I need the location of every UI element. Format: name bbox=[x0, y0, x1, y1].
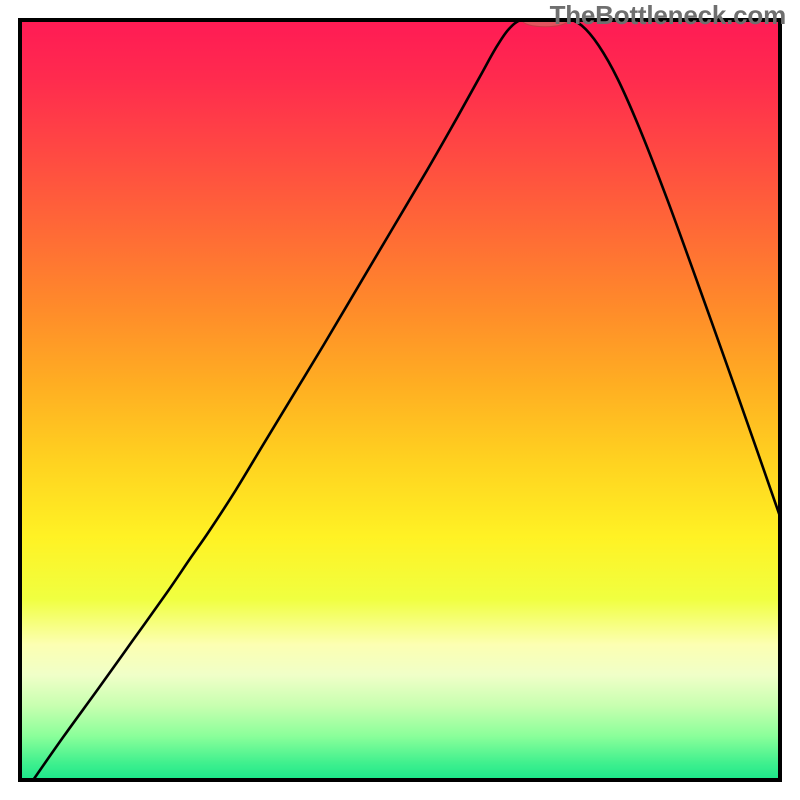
chart-container: TheBottleneck.com bbox=[0, 0, 800, 800]
watermark-text: TheBottleneck.com bbox=[550, 0, 786, 31]
curve-layer bbox=[18, 18, 782, 782]
bottleneck-curve bbox=[32, 18, 782, 782]
plot-border bbox=[20, 20, 780, 780]
plot-area bbox=[18, 18, 782, 782]
